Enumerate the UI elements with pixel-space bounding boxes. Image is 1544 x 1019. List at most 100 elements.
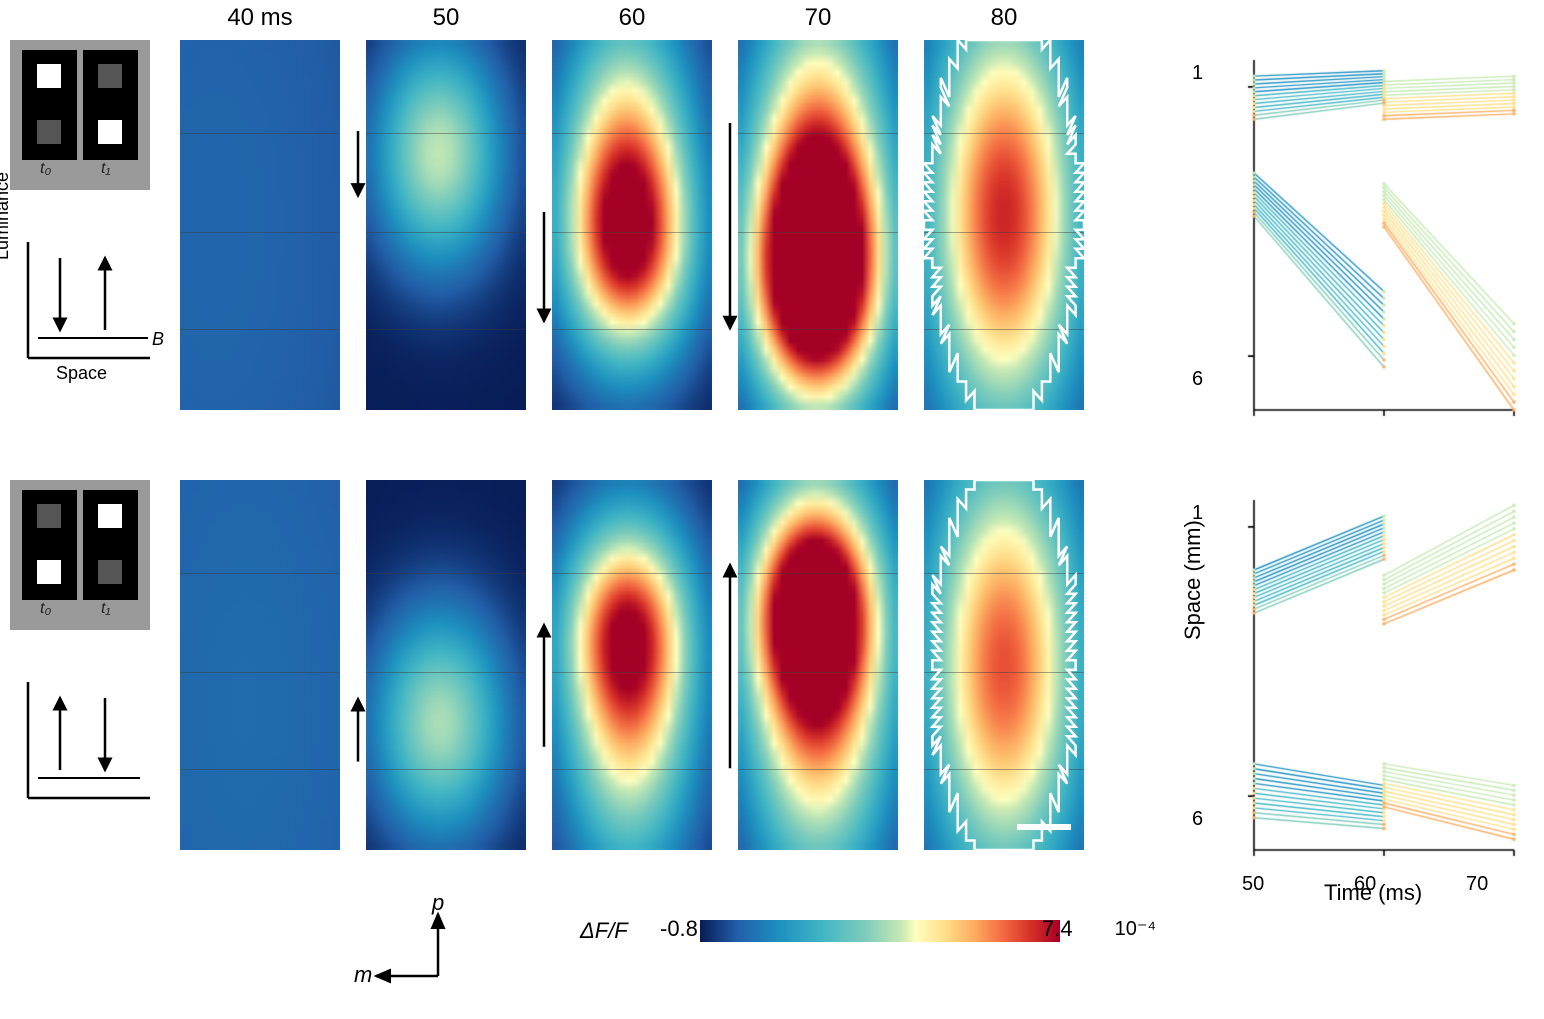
guide-line [924,769,1084,770]
heatmap-canvas [738,40,898,410]
stim-t0-label: t₀ [40,600,51,618]
guide-line [180,769,340,770]
heatmap-canvas [552,40,712,410]
colorbar-canvas [700,920,1060,942]
guide-line [924,329,1084,330]
stim-t0-top: t₀ [22,50,77,160]
guide-line [738,232,898,233]
stimulus-panel-top: t₀ t₁ [10,40,150,190]
guide-line [924,232,1084,233]
stim-sq [98,504,122,528]
schematic-svg [10,670,160,820]
guide-line [552,232,712,233]
guide-line [180,133,340,134]
stim-sq [37,120,61,144]
heatmap-canvas [924,480,1084,850]
heatmap-canvas [738,480,898,850]
lineplot-canvas [1214,490,1524,870]
heatmap-col [924,40,1084,410]
heatmap-col [366,40,526,410]
stim-t1-bot: t₁ [83,490,138,600]
colorbar-exp: 10⁻⁴ [1115,916,1156,941]
lineplot-bot: Space (mm) Time (ms) 1 6 50 60 70 [1214,490,1524,870]
lineplot-top: 1 6 [1214,50,1524,430]
heatmap-col [738,40,898,410]
stim-sq [98,560,122,584]
guide-line [552,573,712,574]
colorbar-title: ΔF/F [580,918,628,944]
time-label: 60 [552,4,712,32]
schematic-svg [10,230,160,380]
guide-line [366,329,526,330]
guide-line [738,769,898,770]
space-label: Space [56,363,107,384]
figure-root: t₀ t₁ Luminance Space B t₀ [0,0,1544,1019]
compass-p: p [432,890,444,916]
stim-t1-label: t₁ [101,600,111,618]
compass: p m [360,896,480,996]
schematic-top: Luminance Space B [10,230,160,380]
time-label: 40 ms [180,4,340,32]
scale-bar [1017,824,1071,830]
y-tick: 6 [1192,368,1203,391]
direction-arrow [532,621,560,761]
lineplot-canvas [1214,50,1524,430]
heatmap-canvas [366,40,526,410]
colorbar: ΔF/F -0.8 7.4 10⁻⁴ [670,920,1090,980]
guide-line [180,672,340,673]
guide-line [924,133,1084,134]
stim-sq [98,120,122,144]
direction-arrow [718,561,746,782]
heatmap-col [180,40,340,410]
heatmap-col [366,480,526,850]
guide-line [180,329,340,330]
guide-line [366,232,526,233]
stim-sq [37,64,61,88]
heatmap-col [552,480,712,850]
x-tick: 70 [1466,873,1488,896]
lineplot-ylabel: Space (mm) [1180,520,1206,640]
direction-arrow [532,210,560,335]
y-tick: 6 [1192,808,1203,831]
colorbar-min: -0.8 [660,916,698,942]
heatmap-canvas [552,480,712,850]
guide-line [366,769,526,770]
direction-arrow [718,121,746,342]
guide-line [738,329,898,330]
stim-sq [37,560,61,584]
stim-sq [37,504,61,528]
direction-arrow [346,129,374,210]
heatmap-col [180,480,340,850]
stim-t0-bot: t₀ [22,490,77,600]
schematic-bot [10,670,160,820]
heatmap-canvas [924,40,1084,410]
direction-arrow [346,695,374,776]
x-tick: 60 [1354,873,1376,896]
guide-line [552,672,712,673]
y-tick: 1 [1192,62,1203,85]
heatmap-col [738,480,898,850]
guide-line [366,573,526,574]
guide-line [738,573,898,574]
stim-t0-label: t₀ [40,160,51,178]
guide-line [924,672,1084,673]
heatmap-canvas [180,480,340,850]
guide-line [552,133,712,134]
stim-t1-label: t₁ [101,160,111,178]
y-tick: 1 [1192,502,1203,525]
stim-t1-top: t₁ [83,50,138,160]
stimulus-panel-bot: t₀ t₁ [10,480,150,630]
guide-line [180,232,340,233]
heatmap-canvas [366,480,526,850]
luminance-label: Luminance [0,172,13,260]
compass-svg [360,896,480,996]
guide-line [552,329,712,330]
guide-line [366,133,526,134]
time-label: 50 [366,4,526,32]
guide-line [738,133,898,134]
time-label: 80 [924,4,1084,32]
heatmap-col [552,40,712,410]
compass-m: m [354,962,372,988]
colorbar-max: 7.4 [1042,916,1073,942]
guide-line [924,573,1084,574]
